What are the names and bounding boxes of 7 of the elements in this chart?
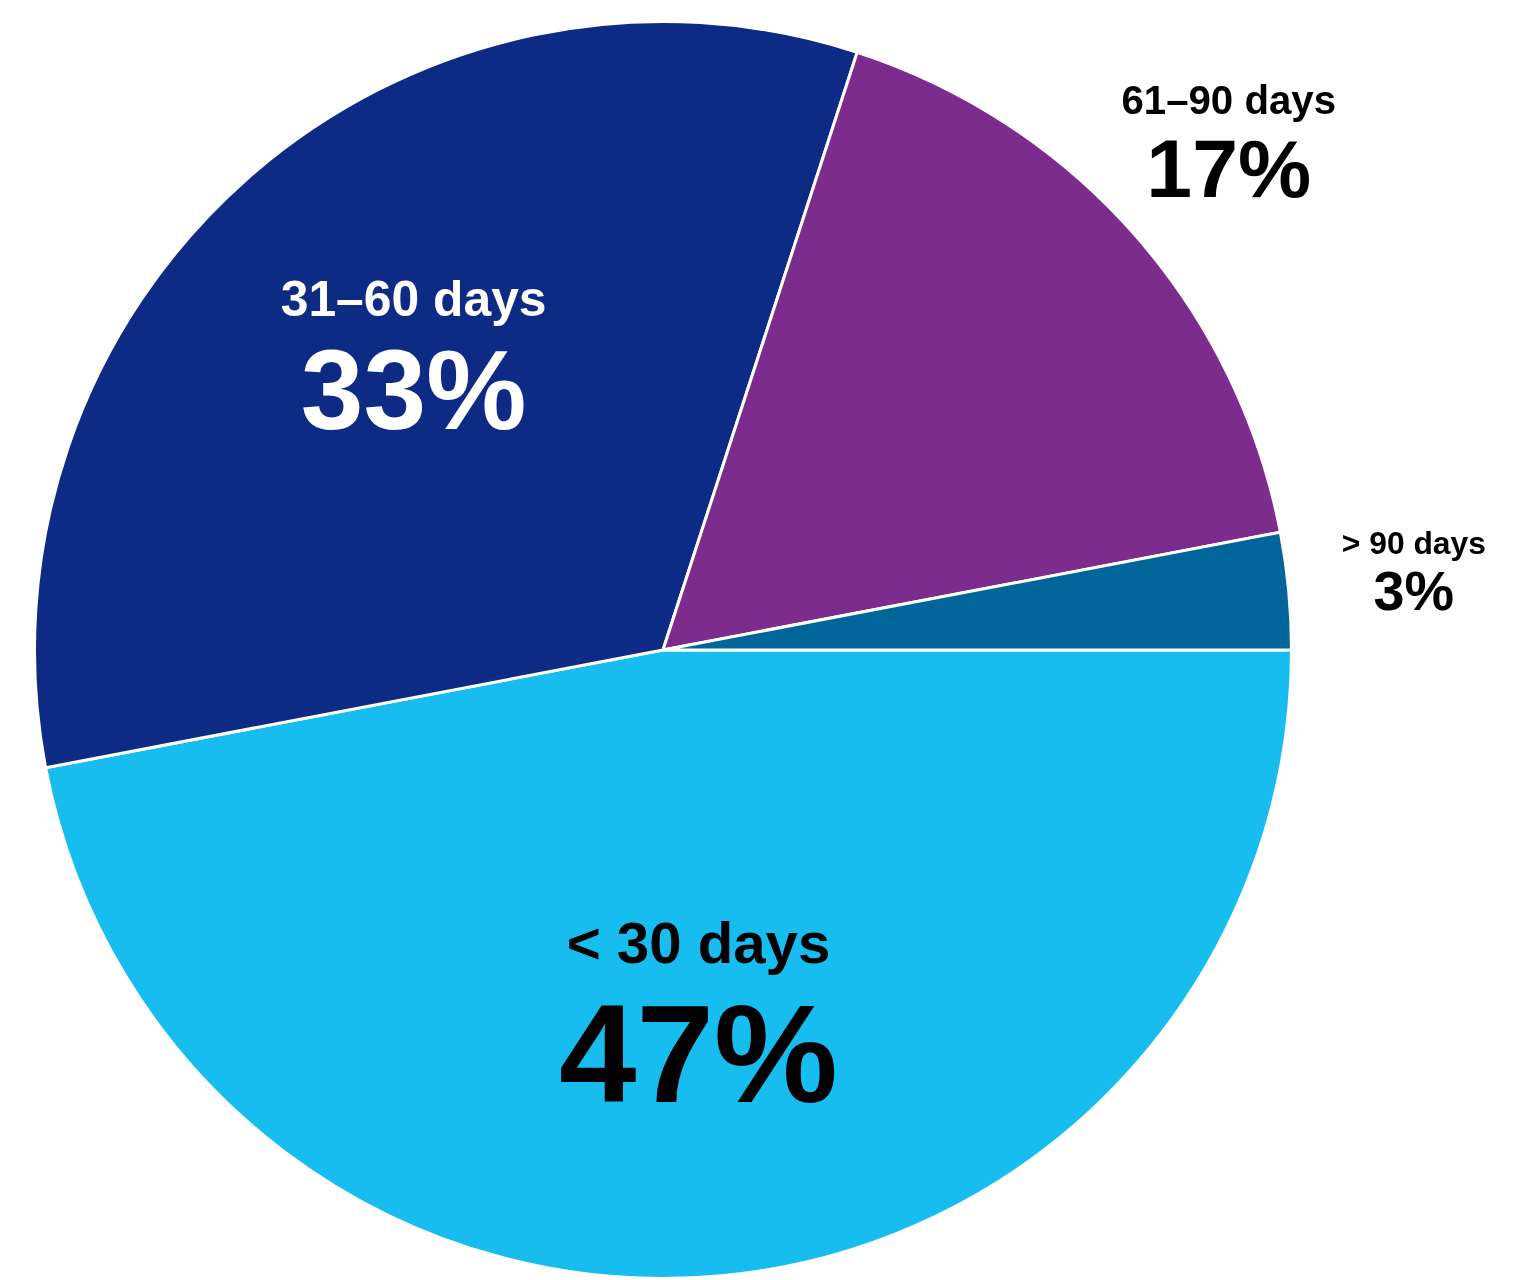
data-label: 33% [300,327,527,454]
slice-label: > 90 days [1341,524,1486,561]
slice-label: 61–90 days [1121,78,1336,124]
data-label: 47% [559,976,838,1133]
slice-label: < 30 days [566,909,831,975]
data-label: 17% [1146,121,1312,214]
slice-label: 31–60 days [280,271,547,328]
